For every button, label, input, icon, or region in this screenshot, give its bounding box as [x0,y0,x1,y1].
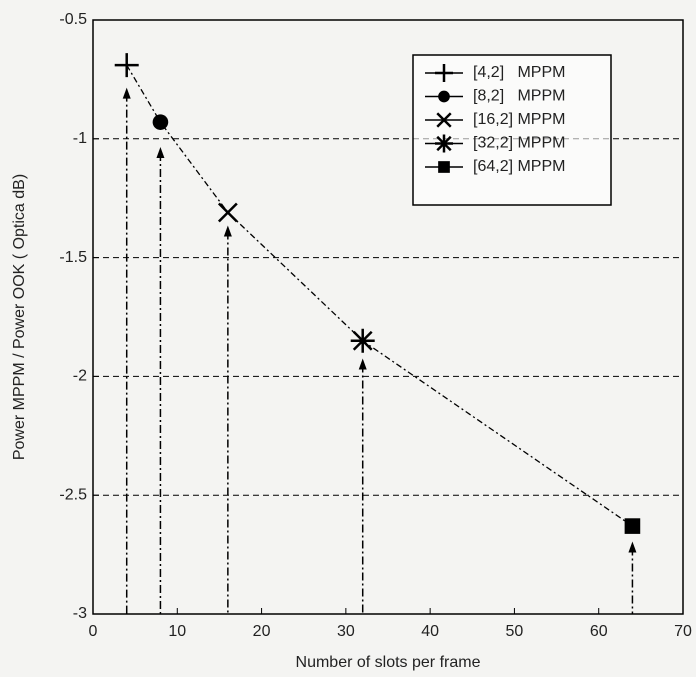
marker-shape [438,161,450,173]
plot-frame [92,19,684,615]
y-axis-label: Power MPPM / Power OOK ( Optica dB) [11,174,28,460]
marker-square [438,161,450,173]
x-tick-label: 60 [590,623,608,640]
triangle-marker [223,225,232,237]
triangle-marker [156,147,165,159]
marker-x [436,112,452,128]
legend-label: [4,2] MPPM [473,64,565,81]
y-tick-label: -3 [73,605,87,622]
x-tick-label: 50 [506,623,524,640]
y-tick-label: -1.5 [59,249,87,266]
marker-circle [152,114,169,130]
marker-asterisk [435,134,453,153]
x-tick-label: 0 [89,623,98,640]
triangle-marker [628,541,637,553]
marker-shape [438,90,450,103]
marker-shape [624,518,641,534]
marker-stroke [217,202,238,223]
marker-square [624,518,641,534]
y-tick-label: -0.5 [59,11,87,28]
marker-stroke [352,330,373,351]
marker-circle [438,90,450,103]
marker-x [217,202,238,223]
legend-label: [8,2] MPPM [473,88,565,105]
triangle-marker [122,87,131,99]
marker-plus [114,53,139,78]
marker-shape [152,114,169,130]
marker-stroke [436,112,452,128]
x-tick-label: 40 [421,623,439,640]
x-tick-label: 70 [674,623,692,640]
x-axis-label: Number of slots per frame [296,654,481,671]
triangle-marker [358,358,367,370]
y-tick-label: -2.5 [59,486,87,503]
y-tick-label: -2 [73,368,87,385]
x-tick-label: 20 [253,623,271,640]
legend-box [412,54,612,206]
marker-plus [435,64,453,82]
legend-label: [16,2] MPPM [473,111,565,128]
marker-asterisk [350,328,375,353]
x-tick-label: 10 [168,623,186,640]
legend-label: [32,2] MPPM [473,135,565,152]
marker-stroke [436,135,452,152]
legend-label: [64,2] MPPM [473,158,565,175]
x-tick-label: 30 [337,623,355,640]
y-tick-label: -1 [73,130,87,147]
